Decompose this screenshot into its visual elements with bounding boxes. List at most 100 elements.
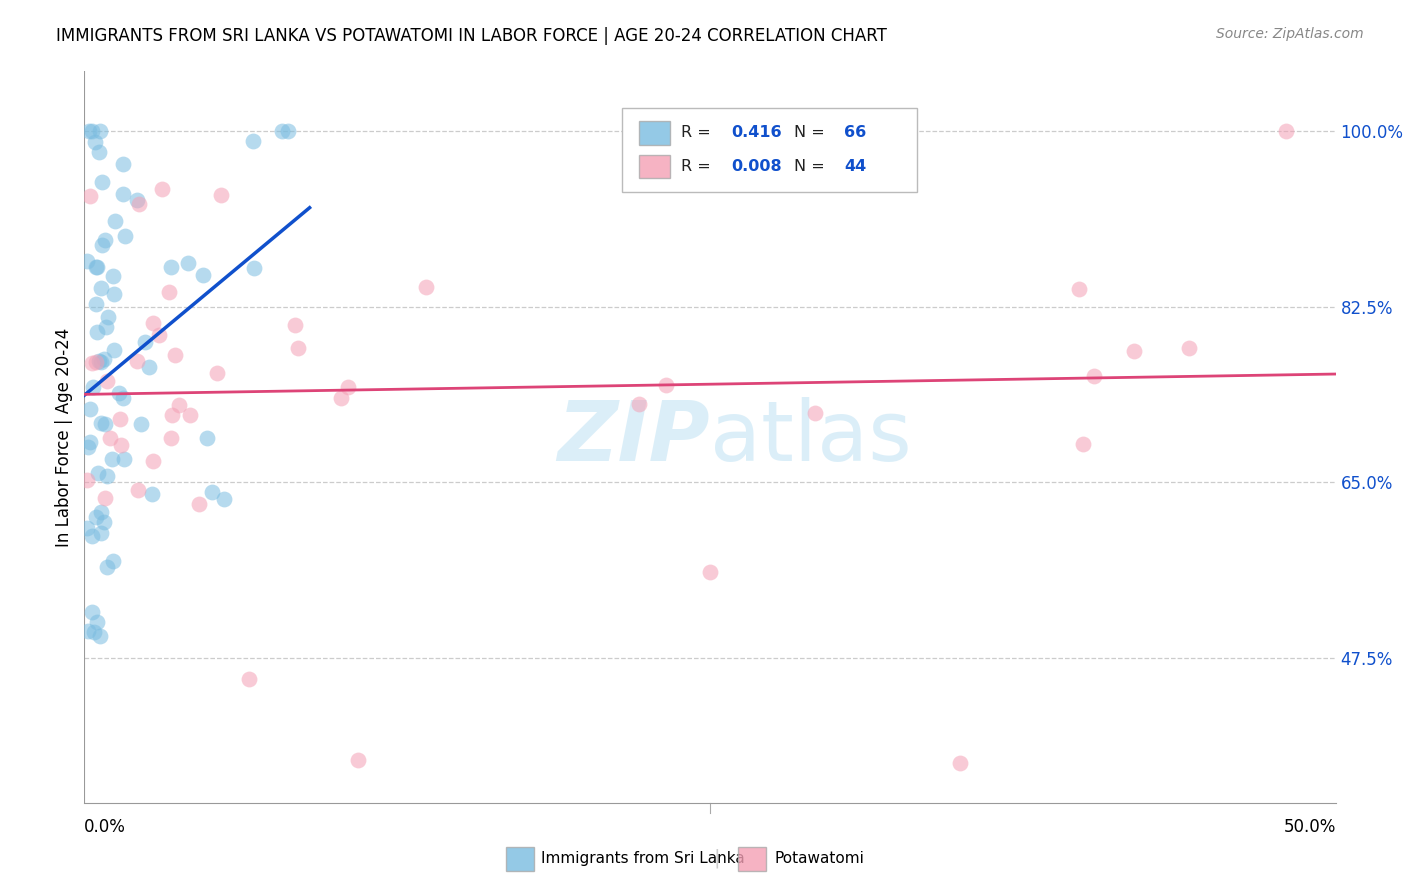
Point [415, 280, 437, 294]
Point [80, 356, 103, 370]
Point [628, 397, 651, 411]
Point [160, 260, 183, 275]
Point [242, 134, 264, 148]
Point [79, 124, 101, 138]
Point [93, 515, 115, 529]
Point [197, 431, 219, 445]
Point [79, 189, 101, 203]
Point [148, 328, 170, 343]
Point [96, 320, 118, 334]
Point [201, 484, 224, 499]
Text: Immigrants from Sri Lanka: Immigrants from Sri Lanka [541, 851, 745, 865]
Point [86, 260, 108, 275]
Text: 50.0%: 50.0% [1284, 818, 1336, 836]
Point [94, 417, 117, 431]
Point [1274, 124, 1296, 138]
Point [101, 268, 124, 283]
Point [84, 509, 107, 524]
Point [82, 529, 104, 543]
Y-axis label: In Labor Force | Age 20-24: In Labor Force | Age 20-24 [55, 327, 73, 547]
Point [128, 197, 150, 211]
Point [699, 566, 721, 580]
Point [89, 124, 111, 138]
Point [79, 402, 101, 417]
Point [150, 182, 173, 196]
Point [330, 391, 353, 405]
Point [90, 526, 112, 541]
Point [103, 214, 125, 228]
Point [212, 491, 235, 506]
Point [271, 124, 294, 138]
Point [134, 334, 156, 349]
FancyBboxPatch shape [623, 108, 917, 192]
Point [110, 438, 132, 452]
Point [77, 440, 100, 454]
Point [127, 483, 149, 497]
Point [112, 451, 135, 466]
Point [90, 416, 112, 430]
Text: 44: 44 [844, 159, 866, 174]
Point [287, 341, 309, 355]
Text: atlas: atlas [710, 397, 911, 477]
Point [125, 353, 148, 368]
Point [1071, 437, 1094, 451]
Point [83, 136, 105, 150]
Point [90, 505, 112, 519]
Text: N =: N = [794, 159, 830, 174]
Point [90, 238, 112, 252]
Text: R =: R = [682, 159, 716, 174]
Point [93, 351, 115, 366]
Point [103, 343, 125, 358]
Point [77, 624, 100, 638]
Point [110, 412, 132, 426]
Point [702, 124, 724, 138]
Point [112, 157, 135, 171]
Text: 0.008: 0.008 [731, 159, 782, 174]
Point [89, 629, 111, 643]
Point [86, 615, 108, 630]
Point [87, 467, 110, 481]
Point [191, 268, 214, 282]
Point [1083, 368, 1105, 383]
Point [284, 318, 307, 332]
Text: 66: 66 [844, 125, 866, 140]
Text: N =: N = [794, 125, 830, 140]
Point [1123, 343, 1146, 358]
Point [96, 374, 118, 388]
Point [94, 233, 117, 247]
Point [129, 417, 152, 432]
Text: |: | [714, 848, 720, 868]
Point [141, 486, 163, 500]
FancyBboxPatch shape [638, 154, 671, 178]
FancyBboxPatch shape [638, 121, 671, 145]
Point [90, 354, 112, 368]
Point [242, 260, 264, 275]
Point [90, 175, 112, 189]
Point [76, 520, 98, 534]
Point [114, 229, 136, 244]
Point [179, 408, 201, 422]
Point [96, 560, 118, 574]
Point [94, 491, 117, 505]
Point [101, 452, 124, 467]
Point [96, 469, 118, 483]
Point [79, 434, 101, 449]
Point [160, 408, 183, 422]
Text: R =: R = [682, 125, 721, 140]
Point [84, 260, 107, 274]
Text: ZIP: ZIP [557, 397, 710, 477]
Point [76, 473, 98, 487]
Point [111, 392, 134, 406]
Point [82, 380, 104, 394]
Point [76, 254, 98, 268]
Point [157, 285, 180, 299]
Point [80, 606, 103, 620]
Point [98, 431, 121, 445]
Point [80, 124, 103, 138]
Point [103, 287, 125, 301]
Point [655, 378, 678, 392]
Text: Potawatomi: Potawatomi [775, 851, 865, 865]
Text: IMMIGRANTS FROM SRI LANKA VS POTAWATOMI IN LABOR FORCE | AGE 20-24 CORRELATION C: IMMIGRANTS FROM SRI LANKA VS POTAWATOMI … [56, 27, 887, 45]
Point [238, 673, 260, 687]
Point [209, 188, 232, 202]
